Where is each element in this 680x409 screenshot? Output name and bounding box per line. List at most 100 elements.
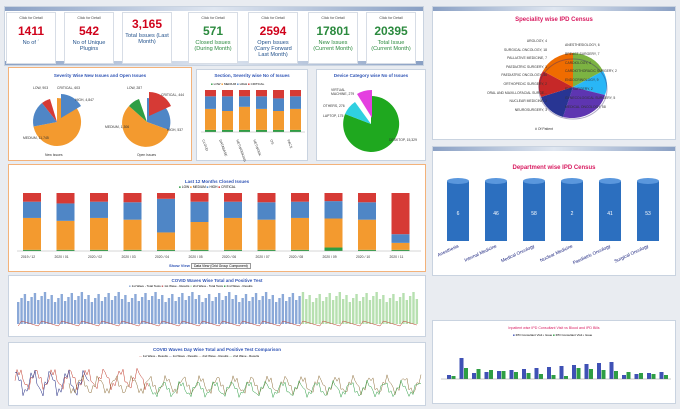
bar[interactable] bbox=[509, 370, 514, 379]
pie-slice[interactable] bbox=[33, 103, 57, 127]
bar[interactable] bbox=[609, 362, 614, 379]
bar[interactable] bbox=[40, 296, 43, 324]
bar[interactable] bbox=[100, 301, 104, 324]
bar[interactable] bbox=[167, 298, 171, 324]
bar[interactable] bbox=[634, 374, 639, 379]
bar[interactable] bbox=[318, 294, 321, 324]
bar[interactable] bbox=[47, 299, 50, 324]
bar[interactable] bbox=[639, 373, 643, 379]
pie-slice[interactable] bbox=[149, 91, 171, 116]
department-bar[interactable] bbox=[599, 181, 621, 241]
bar[interactable] bbox=[221, 300, 224, 324]
bar[interactable] bbox=[73, 300, 77, 324]
bar[interactable] bbox=[497, 371, 501, 379]
bar-segment[interactable] bbox=[256, 96, 267, 109]
bar-segment[interactable] bbox=[205, 90, 216, 97]
kpi-card-open[interactable]: Click for Detail 2594 Open Issues (Carry F… bbox=[248, 12, 298, 64]
bar[interactable] bbox=[484, 372, 489, 379]
bar[interactable] bbox=[27, 301, 30, 324]
bar-segment[interactable] bbox=[222, 96, 233, 111]
bar[interactable] bbox=[572, 365, 576, 379]
bar-segment[interactable] bbox=[90, 201, 108, 218]
bar[interactable] bbox=[94, 298, 97, 324]
bar[interactable] bbox=[244, 294, 248, 324]
bar[interactable] bbox=[207, 294, 211, 324]
bar[interactable] bbox=[622, 375, 626, 379]
bar[interactable] bbox=[395, 301, 398, 324]
bar[interactable] bbox=[258, 300, 261, 324]
bar[interactable] bbox=[576, 368, 581, 379]
bar-segment[interactable] bbox=[273, 98, 284, 111]
bar-segment[interactable] bbox=[190, 201, 209, 222]
pie-slice[interactable] bbox=[42, 99, 57, 122]
bar-segment[interactable] bbox=[222, 90, 233, 97]
bar[interactable] bbox=[177, 297, 181, 324]
bar[interactable] bbox=[358, 301, 362, 324]
bar[interactable] bbox=[228, 292, 231, 324]
bar[interactable] bbox=[415, 299, 419, 324]
bar[interactable] bbox=[311, 302, 315, 324]
bar[interactable] bbox=[464, 368, 468, 379]
bar[interactable] bbox=[291, 293, 295, 324]
bar[interactable] bbox=[355, 294, 358, 324]
show-view-select[interactable]: Data View (Grid Group Component) bbox=[190, 263, 251, 269]
open-issues-pie[interactable] bbox=[122, 91, 171, 147]
bar[interactable] bbox=[308, 295, 311, 324]
bar[interactable] bbox=[288, 297, 291, 324]
pie-slice[interactable] bbox=[563, 87, 605, 119]
bar[interactable] bbox=[305, 299, 308, 324]
bar[interactable] bbox=[33, 293, 37, 324]
device-pie[interactable] bbox=[317, 80, 427, 162]
bar[interactable] bbox=[201, 302, 204, 324]
bar[interactable] bbox=[17, 302, 20, 324]
bar-segment[interactable] bbox=[190, 222, 209, 250]
bar[interactable] bbox=[164, 302, 167, 324]
bar-segment[interactable] bbox=[224, 249, 242, 251]
bar[interactable] bbox=[147, 300, 151, 324]
bar[interactable] bbox=[134, 294, 137, 324]
bar-segment[interactable] bbox=[358, 219, 376, 250]
bar-segment[interactable] bbox=[56, 249, 75, 251]
bar[interactable] bbox=[626, 372, 631, 379]
bar[interactable] bbox=[211, 301, 214, 324]
bar[interactable] bbox=[589, 369, 593, 379]
bar-segment[interactable] bbox=[90, 217, 108, 250]
bar[interactable] bbox=[124, 295, 127, 324]
bar[interactable] bbox=[338, 292, 341, 324]
bar[interactable] bbox=[564, 376, 568, 379]
bar-segment[interactable] bbox=[90, 193, 108, 202]
bar[interactable] bbox=[271, 295, 274, 324]
bar-segment[interactable] bbox=[324, 201, 343, 219]
bar[interactable] bbox=[241, 298, 244, 324]
bar[interactable] bbox=[214, 297, 218, 324]
bar-segment[interactable] bbox=[90, 249, 108, 251]
bar[interactable] bbox=[522, 369, 526, 379]
bar-segment[interactable] bbox=[224, 193, 242, 202]
bar-segment[interactable] bbox=[290, 90, 301, 97]
bar[interactable] bbox=[388, 298, 392, 324]
pie-slice[interactable] bbox=[343, 95, 400, 152]
bar-segment[interactable] bbox=[291, 193, 309, 202]
bar[interactable] bbox=[184, 300, 187, 324]
department-bar[interactable] bbox=[637, 181, 659, 241]
pie-slice[interactable] bbox=[357, 89, 372, 118]
bar[interactable] bbox=[224, 296, 228, 324]
bar-segment[interactable] bbox=[190, 193, 209, 202]
bar[interactable] bbox=[408, 296, 412, 324]
bar[interactable] bbox=[197, 295, 201, 324]
bar[interactable] bbox=[264, 292, 268, 324]
bar[interactable] bbox=[90, 302, 94, 324]
bar[interactable] bbox=[23, 294, 27, 324]
bar-segment[interactable] bbox=[324, 218, 343, 248]
kpi-click-link[interactable]: Click for Detail bbox=[261, 16, 285, 20]
bar-segment[interactable] bbox=[23, 201, 41, 218]
bar-segment[interactable] bbox=[123, 249, 142, 251]
bar-segment[interactable] bbox=[324, 247, 343, 251]
bar[interactable] bbox=[382, 295, 385, 324]
kpi-click-link[interactable]: Click for Detail bbox=[201, 16, 225, 20]
bar-segment[interactable] bbox=[157, 249, 175, 251]
bar-segment[interactable] bbox=[256, 90, 267, 97]
bar[interactable] bbox=[268, 299, 271, 324]
bar[interactable] bbox=[140, 297, 144, 324]
bar[interactable] bbox=[157, 299, 161, 324]
